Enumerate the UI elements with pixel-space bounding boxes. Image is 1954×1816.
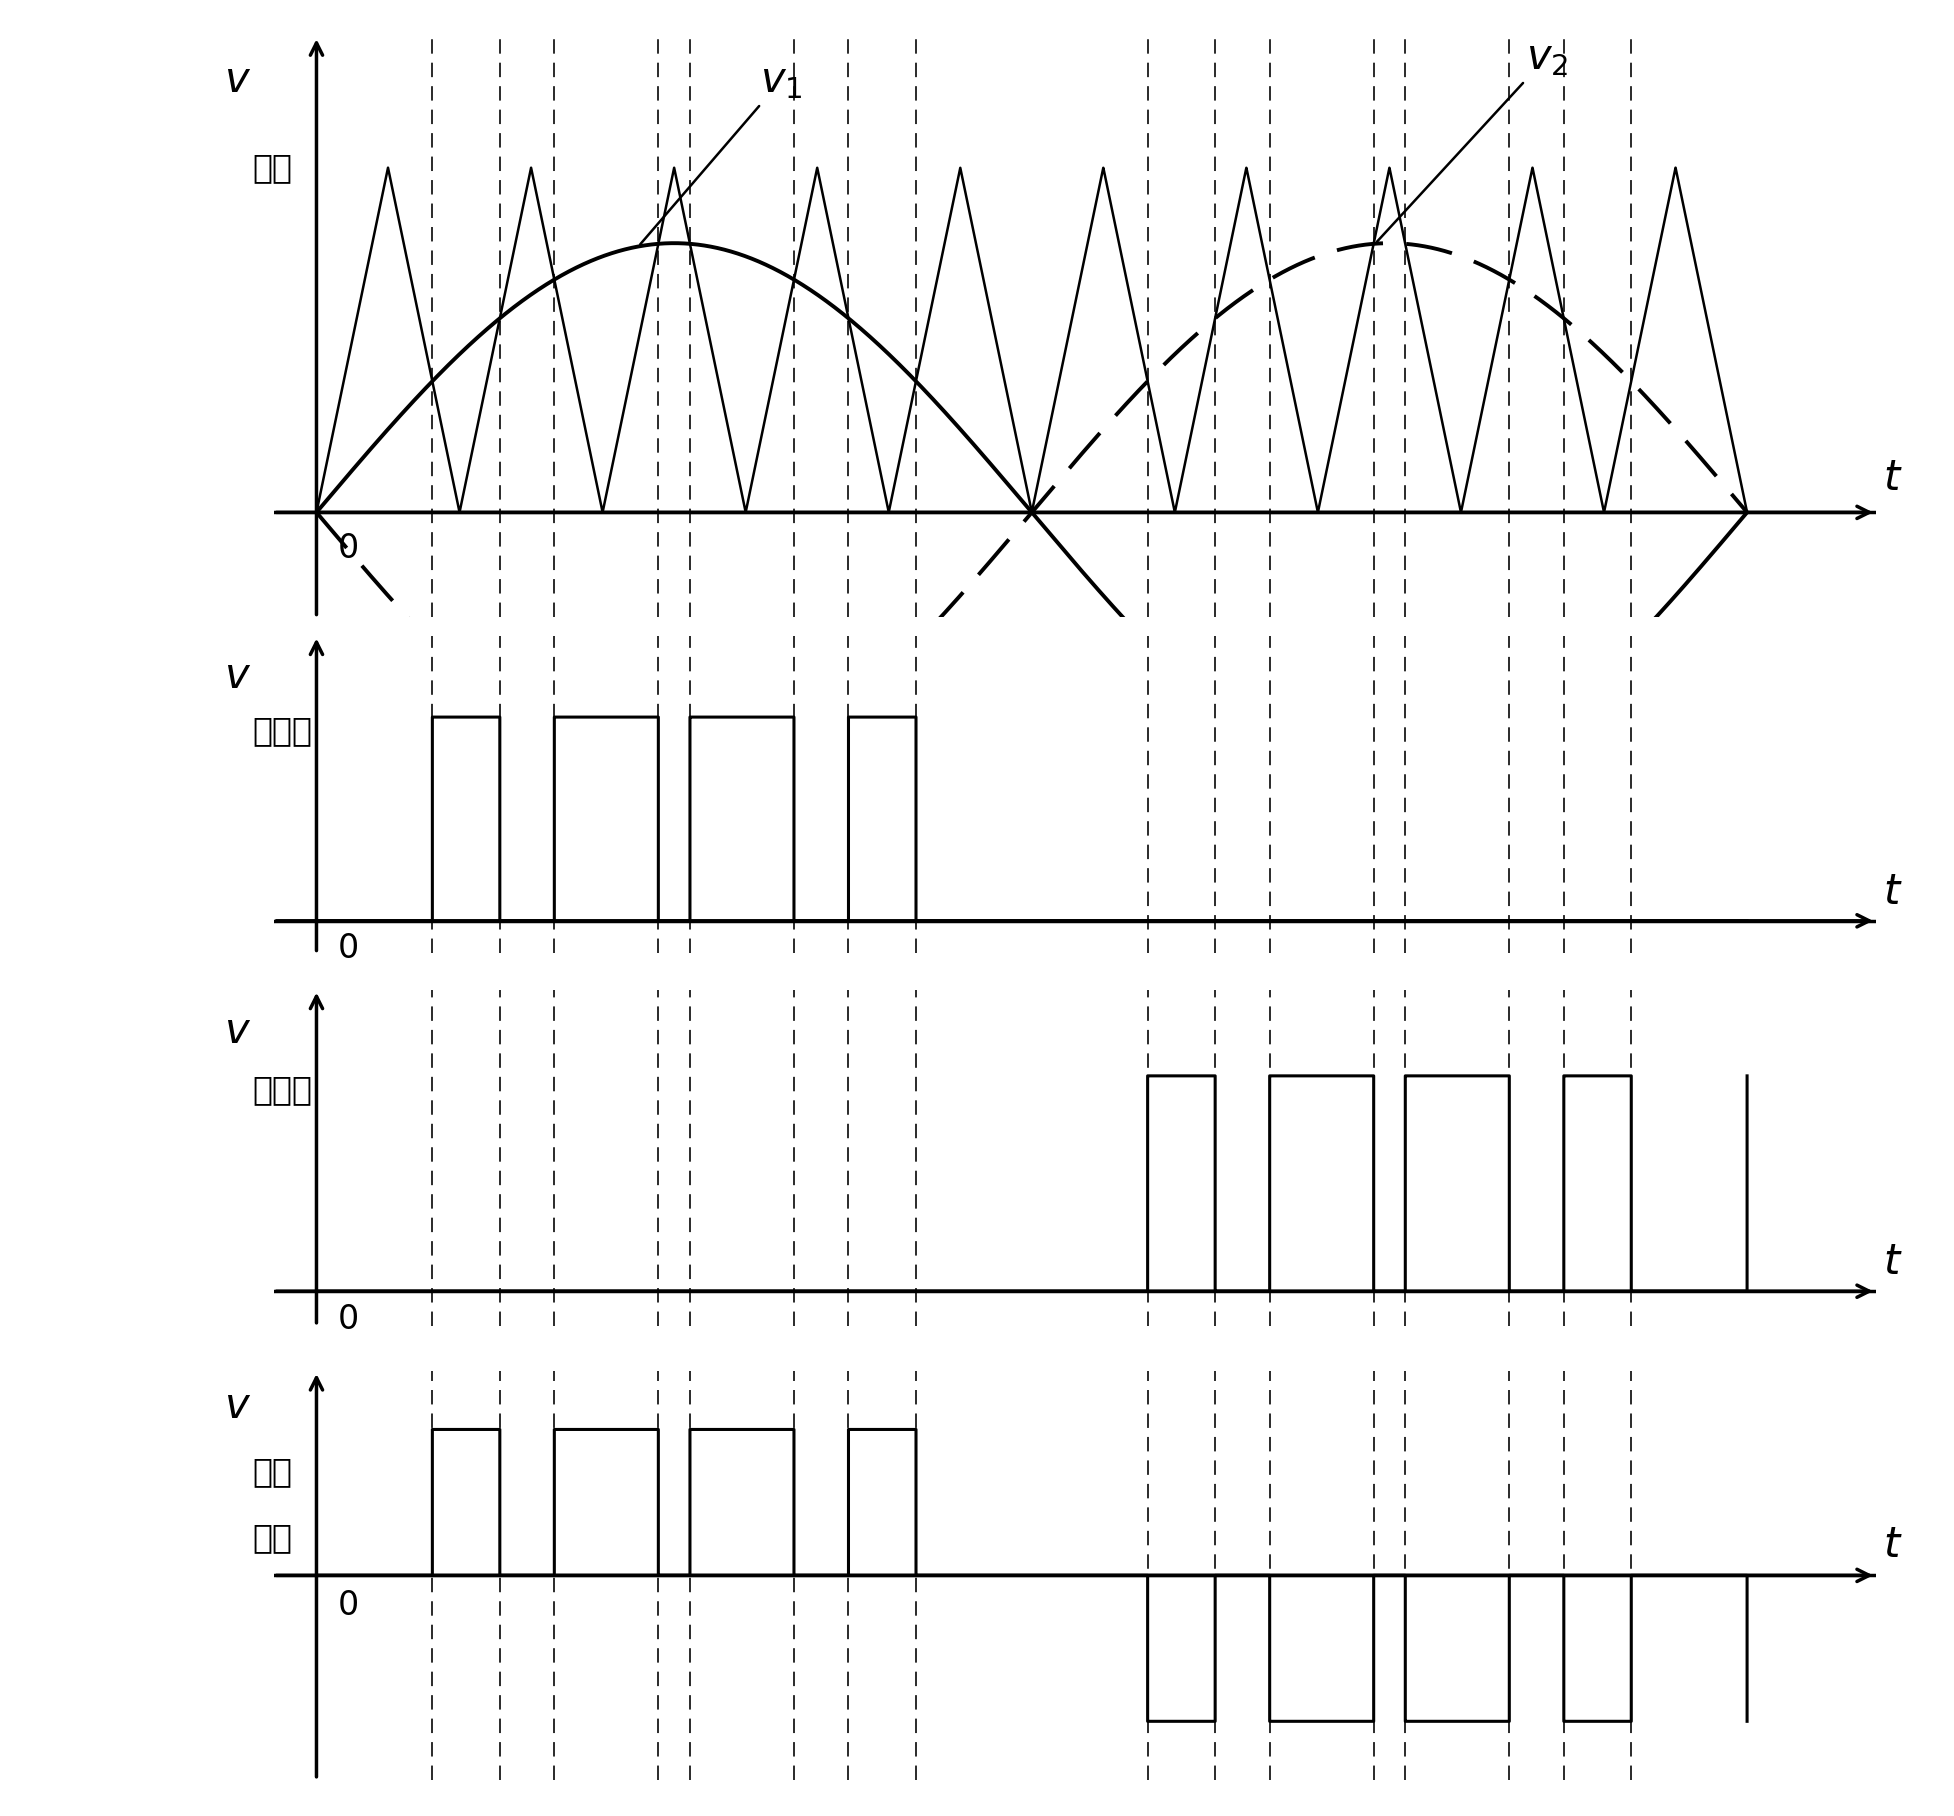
Text: $t$: $t$ [1884,458,1903,499]
Text: $v$: $v$ [225,1384,252,1427]
Text: 0: 0 [338,1302,360,1337]
Text: $v$: $v$ [225,60,252,102]
Text: $t$: $t$ [1884,870,1903,913]
Text: 左桥臂: 左桥臂 [252,714,313,748]
Text: 0: 0 [338,1589,360,1622]
Text: 右桥臂: 右桥臂 [252,1073,313,1106]
Text: 单元: 单元 [252,1520,291,1554]
Text: 载波: 载波 [252,151,291,183]
Text: 0: 0 [338,932,360,964]
Text: $v$: $v$ [225,1010,252,1051]
Text: $t$: $t$ [1884,1524,1903,1565]
Text: 0: 0 [338,532,360,565]
Text: 功率: 功率 [252,1455,291,1487]
Text: $v_1$: $v_1$ [641,60,803,245]
Text: $v_2$: $v_2$ [1378,36,1567,242]
Text: $v$: $v$ [225,654,252,697]
Text: $t$: $t$ [1884,1240,1903,1282]
